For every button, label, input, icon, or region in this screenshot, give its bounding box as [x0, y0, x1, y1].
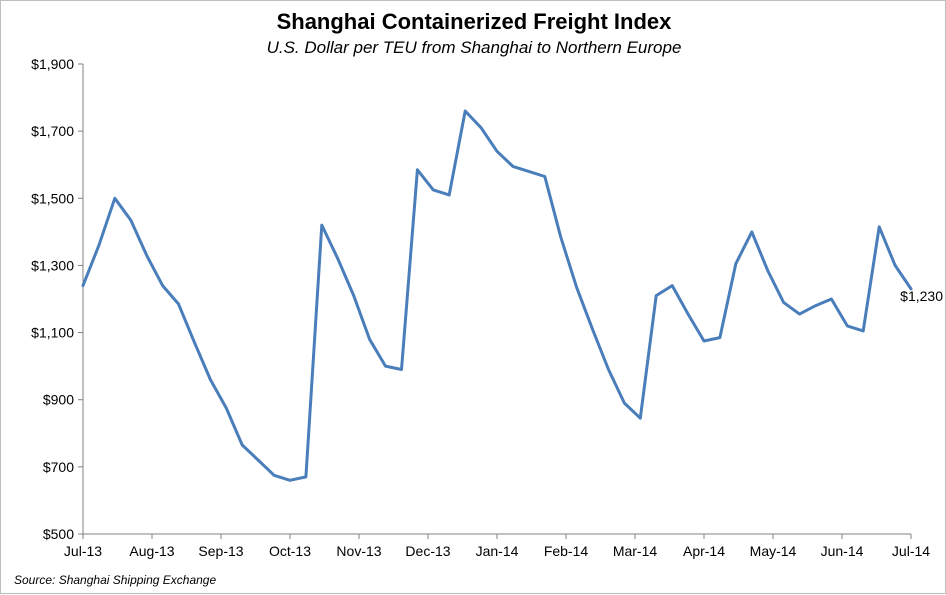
source-note: Source: Shanghai Shipping Exchange	[14, 573, 217, 587]
x-tick-label: Dec-13	[405, 543, 450, 559]
chart-subtitle: U.S. Dollar per TEU from Shanghai to Nor…	[266, 38, 682, 57]
x-tick-label: Aug-13	[129, 543, 174, 559]
x-tick-label: Jul-13	[64, 543, 102, 559]
x-tick-label: Feb-14	[544, 543, 589, 559]
y-tick-label: $1,100	[31, 325, 74, 341]
chart-title: Shanghai Containerized Freight Index	[276, 9, 672, 34]
x-tick-label: Jan-14	[476, 543, 519, 559]
series-line	[81, 109, 913, 482]
x-tick-label: Apr-14	[683, 543, 725, 559]
y-tick-label: $1,700	[31, 123, 74, 139]
y-tick-label: $500	[43, 526, 74, 542]
x-tick-label: Jul-14	[892, 543, 930, 559]
y-tick-label: $1,900	[31, 56, 74, 72]
y-tick-label: $1,300	[31, 257, 74, 273]
chart-axes	[82, 64, 911, 535]
x-tick-label: Mar-14	[613, 543, 658, 559]
x-tick-label: Sep-13	[198, 543, 243, 559]
y-tick-label: $700	[43, 459, 74, 475]
x-tick-label: Jun-14	[821, 543, 864, 559]
y-tick-label: $900	[43, 392, 74, 408]
y-axis-ticks: $500 $700 $900 $1,100 $1,300 $1,500 $1,700 $1,9…	[31, 56, 83, 542]
end-value-label: $1,230	[900, 288, 943, 304]
x-axis-ticks: Jul-13 Aug-13 Sep-13 Oct-13 Nov-13 Dec-13 Jan-…	[64, 534, 930, 559]
x-tick-label: Nov-13	[336, 543, 381, 559]
y-tick-label: $1,500	[31, 190, 74, 206]
x-tick-label: Oct-13	[269, 543, 311, 559]
series-group: $1,230	[81, 109, 943, 482]
x-tick-label: May-14	[750, 543, 797, 559]
